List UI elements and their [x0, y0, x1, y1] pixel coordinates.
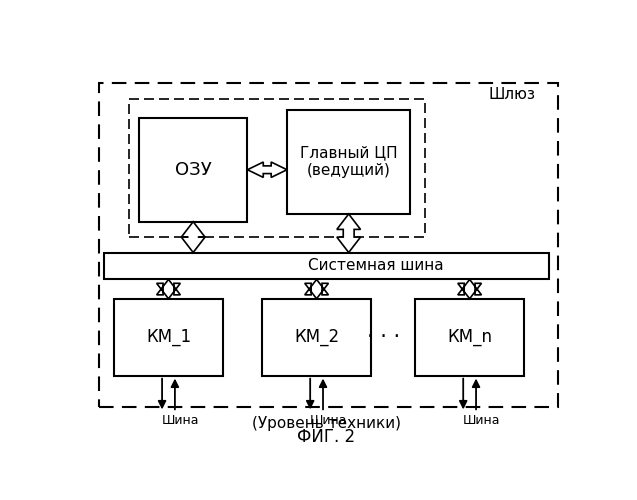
Text: КМ_n: КМ_n [447, 328, 492, 346]
FancyBboxPatch shape [262, 298, 371, 376]
Polygon shape [458, 280, 482, 298]
Text: КМ_2: КМ_2 [294, 328, 339, 346]
Polygon shape [337, 214, 361, 252]
Text: (Уровень техники): (Уровень техники) [252, 416, 401, 430]
Text: ФИГ. 2: ФИГ. 2 [297, 428, 355, 446]
Text: · · ·: · · · [367, 327, 400, 347]
Polygon shape [304, 280, 329, 298]
Polygon shape [182, 222, 205, 252]
FancyBboxPatch shape [415, 298, 524, 376]
Text: КМ_1: КМ_1 [146, 328, 191, 346]
Polygon shape [157, 280, 180, 298]
Text: Системная шина: Системная шина [308, 258, 443, 274]
Text: Шина: Шина [310, 414, 348, 427]
FancyBboxPatch shape [114, 298, 223, 376]
Text: ОЗУ: ОЗУ [175, 160, 211, 178]
Polygon shape [247, 162, 287, 178]
FancyBboxPatch shape [139, 118, 247, 222]
FancyBboxPatch shape [287, 110, 410, 214]
Text: Шина: Шина [463, 414, 501, 427]
Text: Главный ЦП
(ведущий): Главный ЦП (ведущий) [300, 146, 397, 178]
FancyBboxPatch shape [104, 252, 548, 280]
Text: Шина: Шина [162, 414, 199, 427]
Text: Шлюз: Шлюз [488, 87, 535, 102]
FancyBboxPatch shape [99, 83, 559, 406]
